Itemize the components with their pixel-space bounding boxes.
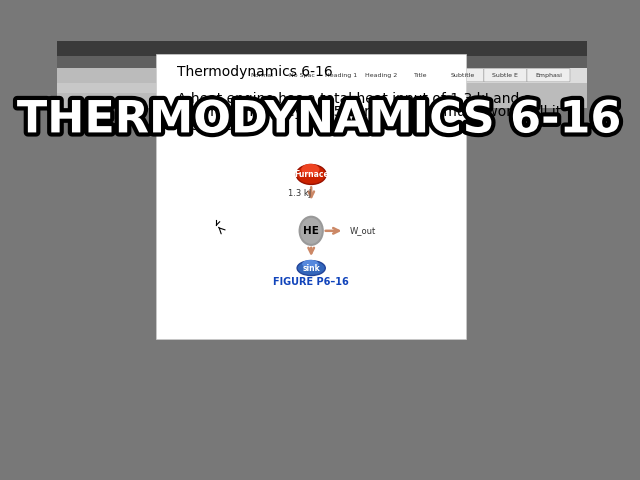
Text: Subtitle: Subtitle (450, 72, 474, 78)
Bar (239, 68, 586, 83)
FancyBboxPatch shape (401, 69, 441, 82)
Text: 1.3 kJ: 1.3 kJ (288, 189, 311, 198)
Ellipse shape (302, 260, 319, 268)
Bar (156, 54, 467, 339)
FancyBboxPatch shape (527, 69, 570, 82)
FancyBboxPatch shape (484, 69, 527, 82)
Text: HE: HE (303, 226, 319, 236)
Text: A heat engine has a total heat input of 1.3 kJ and a: A heat engine has a total heat input of … (177, 92, 532, 106)
Text: Title: Title (414, 72, 428, 78)
Ellipse shape (296, 165, 326, 184)
Text: sink: sink (302, 264, 320, 273)
FancyBboxPatch shape (321, 69, 362, 82)
Text: produce?: produce? (177, 119, 241, 132)
Text: Heading 1: Heading 1 (325, 72, 358, 78)
Text: Heading 2: Heading 2 (365, 72, 397, 78)
Ellipse shape (301, 164, 319, 175)
Bar (56, 83, 239, 93)
Ellipse shape (297, 261, 325, 276)
Bar (56, 68, 586, 108)
Bar (56, 56, 586, 68)
Text: THERMODYNAMICS 6-16: THERMODYNAMICS 6-16 (17, 98, 623, 142)
Bar (56, 41, 586, 56)
Text: Emphasi: Emphasi (535, 72, 562, 78)
FancyBboxPatch shape (362, 69, 401, 82)
FancyBboxPatch shape (441, 69, 484, 82)
Ellipse shape (300, 217, 323, 245)
Bar (56, 95, 586, 145)
FancyBboxPatch shape (282, 69, 321, 82)
Text: W_out: W_out (349, 226, 376, 235)
Text: Normal: Normal (250, 72, 273, 78)
Text: thermal efficiency of 35 percent. How much work will it: thermal efficiency of 35 percent. How mu… (177, 106, 561, 120)
FancyBboxPatch shape (242, 69, 282, 82)
Text: Thermodynamics 6-16: Thermodynamics 6-16 (177, 65, 332, 79)
Text: No Spac: No Spac (289, 72, 315, 78)
Text: FIGURE P6–16: FIGURE P6–16 (273, 277, 349, 287)
Text: Subtle E: Subtle E (492, 72, 518, 78)
Text: Furnace: Furnace (294, 170, 328, 179)
